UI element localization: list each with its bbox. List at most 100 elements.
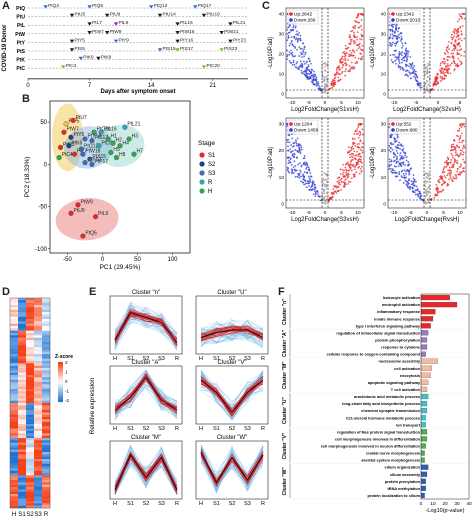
panel-c-gene-point <box>287 156 290 159</box>
panel-c-gene-point <box>395 160 398 163</box>
panel-d-heatmap-cell <box>42 300 51 303</box>
panel-d-heatmap-cell <box>18 351 27 355</box>
panel-c-gene-point <box>396 41 399 44</box>
panel-c-gene-point <box>404 42 407 45</box>
panel-d-heatmap-cell <box>18 475 27 478</box>
panel-c-gene-point <box>415 185 418 188</box>
panel-c-gene-point <box>288 51 291 53</box>
panel-c-gene-point <box>401 145 404 148</box>
panel-c-gene-point <box>389 160 392 163</box>
panel-d-heatmap-cell <box>34 456 43 460</box>
panel-c-gene-point <box>440 175 442 177</box>
panel-c-gene-point <box>460 126 463 128</box>
panel-c-gene-point <box>318 85 321 88</box>
panel-d-heatmap-cell <box>18 454 27 457</box>
panel-c-gene-point <box>405 56 408 59</box>
panel-c-gene-point <box>319 196 321 198</box>
panel-c-gene-point <box>459 45 461 48</box>
panel-d-scale-bar-segment <box>58 374 63 377</box>
panel-d-scale-bar-segment <box>58 392 63 395</box>
panel-c-ytick-label: 0 <box>281 92 284 98</box>
panel-c-gene-point <box>304 182 307 185</box>
panel-a-row-label: PtK <box>16 58 25 64</box>
panel-c-gene-point <box>438 178 441 181</box>
panel-c-gene-point <box>350 30 353 33</box>
panel-c-gene-point <box>406 50 409 53</box>
panel-c-gene-point <box>354 144 357 147</box>
panel-c-gene-point <box>449 177 452 179</box>
panel-d-heatmap-cell <box>26 431 35 434</box>
panel-c-gene-point <box>356 31 359 34</box>
panel-d-heatmap-cell <box>10 389 19 392</box>
panel-d-heatmap-cell <box>34 428 43 432</box>
panel-d-heatmap-cell <box>34 431 43 434</box>
panel-f-term-bar <box>420 400 428 407</box>
panel-d-heatmap-cell <box>26 442 35 446</box>
panel-d-heatmap-cell <box>18 452 27 455</box>
panel-e-cluster-plot: Cluster "W"H S1 S2 S3 R <box>195 435 269 507</box>
panel-c-gene-point <box>305 73 307 76</box>
panel-d-column-label: S1 <box>18 512 26 518</box>
panel-c-xlabel: Log2FoldChange(S2vsH) <box>393 107 461 113</box>
panel-c-gene-point <box>388 168 391 171</box>
panel-f-term-bar <box>420 485 426 491</box>
panel-f-term-label: leukocyte activation <box>383 295 421 300</box>
panel-c-gene-point <box>303 48 306 51</box>
panel-e-xtick-label: S1 <box>213 356 220 362</box>
panel-c-gene-point <box>456 144 458 147</box>
panel-c-gene-point <box>450 172 453 174</box>
panel-c-gene-point <box>347 182 350 185</box>
panel-c-gene-point <box>390 159 393 162</box>
panel-c-gene-point <box>449 72 452 75</box>
panel-d-heatmap-cell <box>34 398 43 401</box>
panel-c-gene-point <box>453 69 456 72</box>
panel-c-gene-point <box>456 145 459 148</box>
panel-c-gene-point <box>314 192 317 195</box>
panel-c-gene-point <box>405 54 407 57</box>
panel-c-gene-point <box>344 175 347 178</box>
panel-c-xtick-label: 0 <box>437 100 440 106</box>
panel-c-gene-point <box>396 133 399 136</box>
panel-d-heatmap-cell <box>26 494 35 497</box>
panel-a-sample-label: PtQ17 <box>198 3 212 9</box>
panel-c-gene-point <box>453 31 455 34</box>
panel-c-gene-point <box>299 151 301 153</box>
panel-c-gene-point <box>402 147 405 150</box>
panel-d-scale-bar-segment <box>58 386 63 389</box>
panel-d-column-label: S2 <box>26 512 34 518</box>
panel-d-heatmap-cell <box>18 480 27 483</box>
panel-d-heatmap-cell <box>34 370 43 373</box>
panel-d-heatmap-cell <box>34 342 43 345</box>
panel-a-xtick-label: 0 <box>26 83 30 89</box>
panel-c-gene-point <box>388 144 391 147</box>
panel-c-xtick-label: -10 <box>289 210 296 216</box>
panel-c-gene-point <box>427 191 430 193</box>
panel-c-gene-point <box>425 72 428 74</box>
panel-c-gene-point <box>341 57 343 59</box>
panel-c-xtick-label: 5 <box>459 100 462 106</box>
panel-c-gene-point <box>405 183 408 186</box>
panel-a-sample-marker <box>193 5 198 9</box>
panel-b-sample-label: PtW7 <box>67 127 79 133</box>
panel-c-gene-point <box>326 181 328 183</box>
panel-c-gene-point <box>304 53 307 56</box>
panel-d-heatmap-cell <box>34 470 43 474</box>
panel-c-gene-point <box>428 71 430 73</box>
panel-d-heatmap-cell <box>26 468 35 471</box>
panel-b-sample-point <box>92 214 99 220</box>
panel-c-gene-point <box>313 75 316 78</box>
panel-c-gene-point <box>286 32 289 35</box>
panel-c-gene-point <box>460 15 463 18</box>
panel-d-heatmap-cell <box>42 365 51 369</box>
panel-c-gene-point <box>396 156 399 158</box>
panel-b-sample-point <box>68 134 74 140</box>
panel-c-gene-point <box>310 62 312 65</box>
panel-c-gene-point <box>461 132 463 135</box>
panel-f-term-label: protein localization to cilium <box>367 493 420 498</box>
panel-d-heatmap-cell <box>10 335 19 338</box>
panel-c-gene-point <box>294 66 297 68</box>
panel-d-heatmap-cell <box>10 407 19 411</box>
panel-c-gene-point <box>306 162 309 165</box>
panel-c-gene-point <box>290 168 293 171</box>
panel-d-heatmap-cell <box>34 347 43 350</box>
